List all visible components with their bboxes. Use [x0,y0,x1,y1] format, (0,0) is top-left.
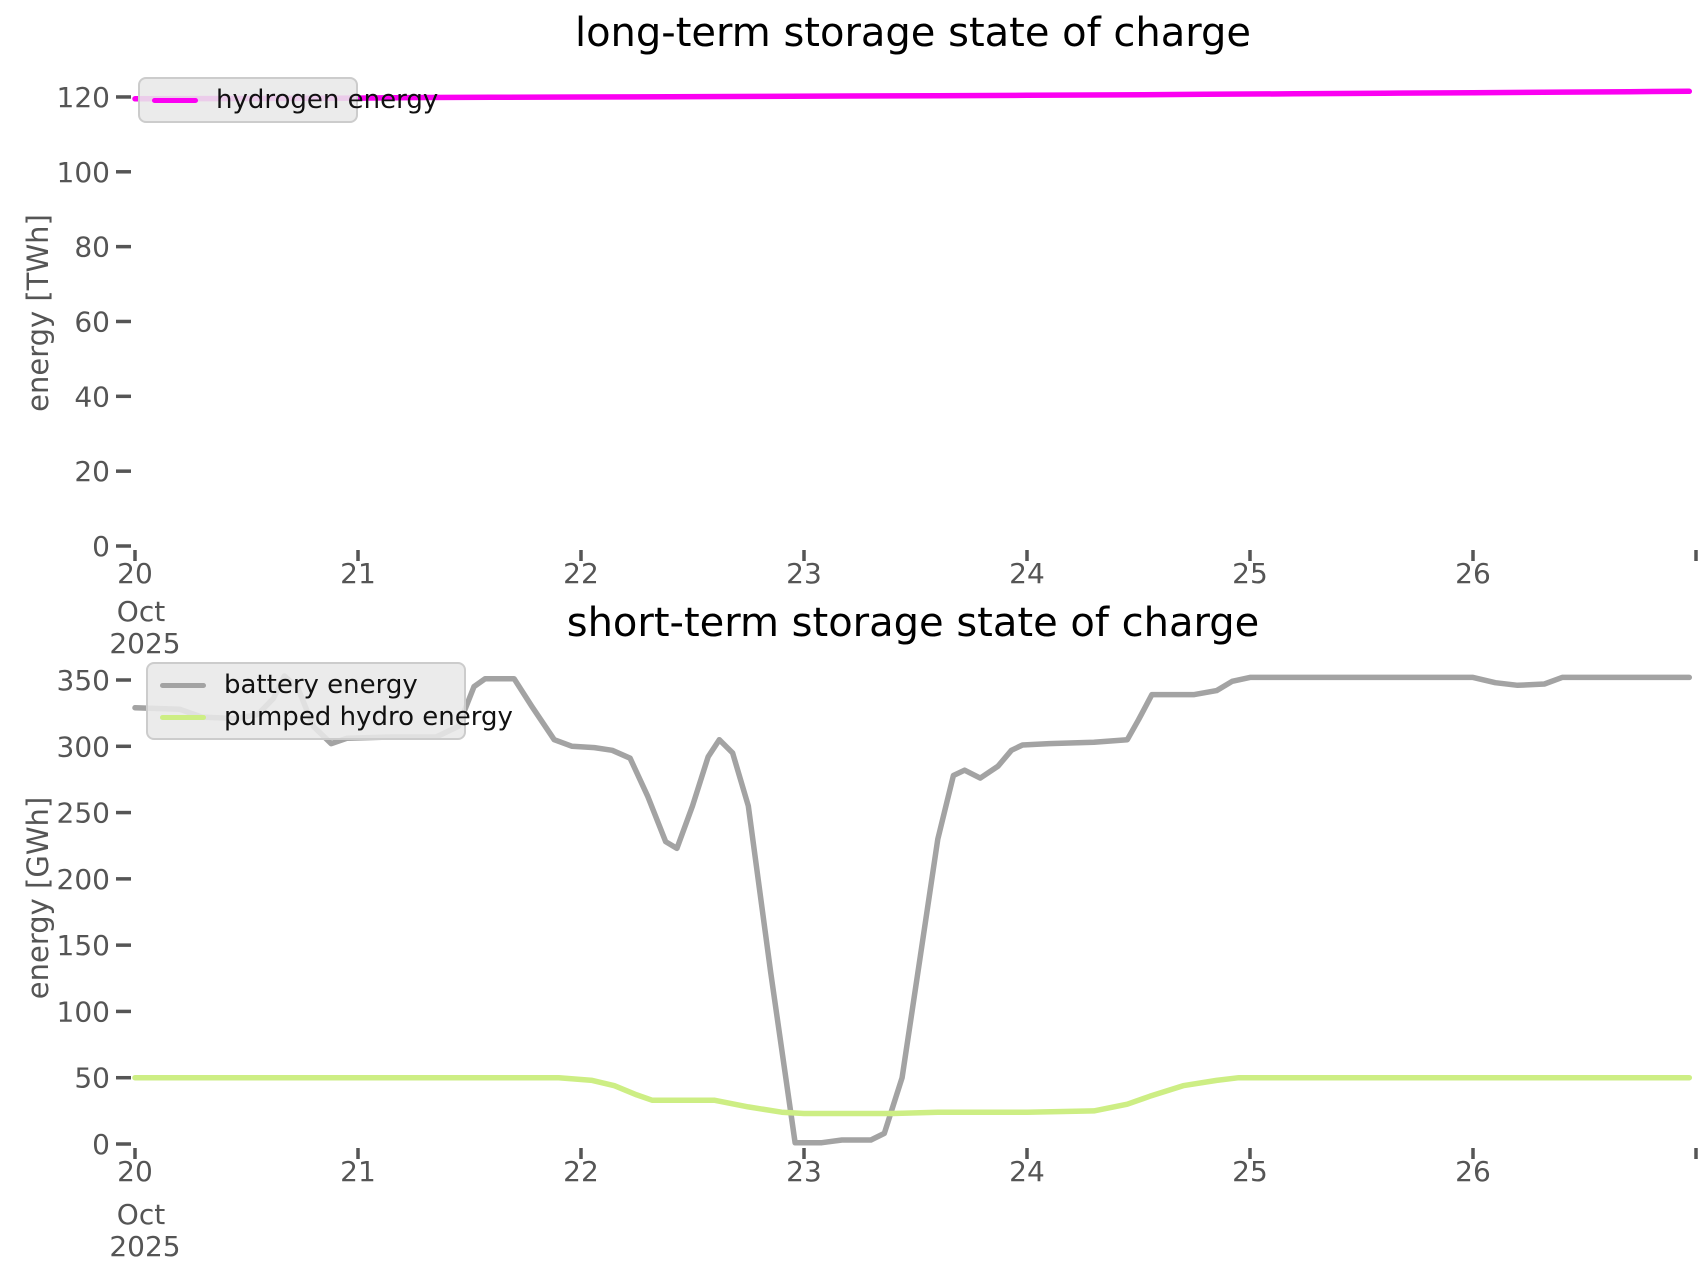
legend-item-pumped-hydro-energy: pumped hydro energy [160,702,513,732]
y-tick-label: 250 [57,797,110,830]
y-tick-label: 60 [74,305,110,338]
x-tick-month-label: Oct [117,1198,165,1231]
legend-item-hydrogen-energy: hydrogen energy [152,85,438,115]
pumped-hydro-energy-line-swatch [160,714,206,720]
chart-1-title: long-term storage state of charge [574,10,1252,56]
x-tick-label: 21 [340,1155,376,1188]
legend-item-battery-energy: battery energy [160,670,446,700]
chart-2-title: short-term storage state of charge [566,600,1260,646]
y-tick-label: 80 [74,231,110,264]
hydrogen-energy-line [132,88,1693,102]
x-tick-label: 21 [340,557,376,590]
chart-1-legend: hydrogen energy [138,77,438,123]
x-tick-label: 25 [1232,1155,1268,1188]
y-tick-label: 150 [57,929,110,962]
y-tick-label: 0 [92,1128,110,1161]
y-tick-label: 300 [57,730,110,763]
y-tick-label: 50 [74,1062,110,1095]
legend-label: battery energy [224,670,418,700]
x-tick-label: 24 [1009,557,1045,590]
x-tick-label: 26 [1455,1155,1491,1188]
pumped-hydro-energy-line [132,1074,1693,1117]
y-tick-label: 100 [57,995,110,1028]
battery-energy-line-swatch [160,682,206,688]
y-tick-label: 100 [57,156,110,189]
x-tick-label: 23 [786,557,822,590]
y-tick-label: 0 [92,530,110,563]
x-tick-label: 22 [563,557,599,590]
y-tick-label: 40 [74,380,110,413]
x-tick-label: 24 [1009,1155,1045,1188]
chart-1-y-axis-label: energy [TWh] [21,214,55,412]
x-tick-label: 25 [1232,557,1268,590]
hydrogen-energy-line-swatch [152,97,198,103]
legend-label: pumped hydro energy [224,702,513,732]
legend-label: hydrogen energy [216,85,439,115]
x-tick-label: 23 [786,1155,822,1188]
y-tick-label: 120 [57,81,110,114]
x-tick-label: 22 [563,1155,599,1188]
y-tick-label: 350 [57,664,110,697]
x-tick-label: 26 [1455,557,1491,590]
battery-energy-line [132,673,1693,1146]
y-tick-label: 20 [74,455,110,488]
x-tick-month-label: Oct [117,595,165,628]
x-tick-year-label: 2025 [109,1230,180,1263]
x-tick-year-label: 2025 [109,627,180,660]
chart-2-y-axis-label: energy [GWh] [21,796,55,1000]
chart-2-legend: battery energy pumped hydro energy [146,662,513,740]
x-tick-label: 20 [117,1155,153,1188]
x-tick-label: 20 [117,557,153,590]
y-tick-label: 200 [57,863,110,896]
